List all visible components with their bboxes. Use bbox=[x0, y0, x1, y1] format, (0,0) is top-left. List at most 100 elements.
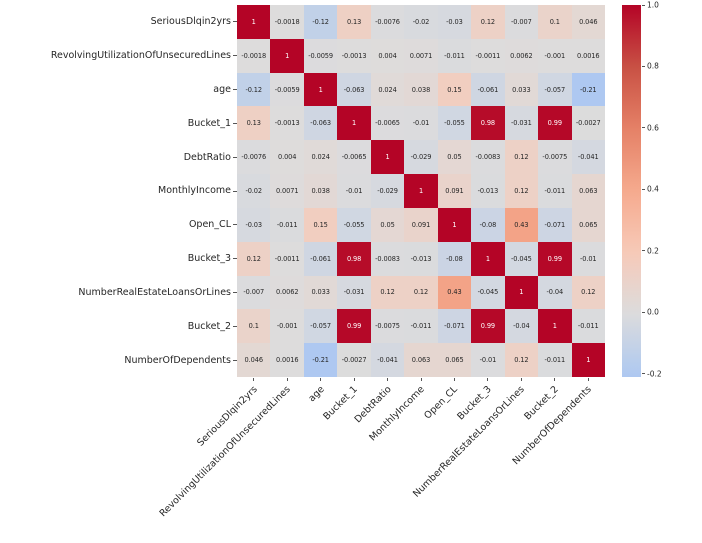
heatmap-cell: 0.091 bbox=[404, 207, 438, 242]
heatmap-cell: 1 bbox=[237, 5, 271, 39]
heatmap-cell: 1 bbox=[504, 275, 539, 310]
heatmap-cell: -0.08 bbox=[471, 207, 505, 242]
x-axis-tick bbox=[353, 377, 355, 381]
y-axis-tick bbox=[233, 122, 237, 124]
x-axis-tick bbox=[320, 377, 322, 381]
heatmap-cell: -0.0013 bbox=[337, 38, 371, 73]
heatmap-cell: 0.0071 bbox=[270, 174, 304, 208]
heatmap-cell: -0.0083 bbox=[370, 241, 405, 276]
heatmap-cell: -0.01 bbox=[337, 174, 371, 208]
y-axis-tick bbox=[233, 291, 237, 293]
colorbar-tick bbox=[641, 127, 645, 129]
heatmap-cell: 0.12 bbox=[404, 275, 438, 310]
heatmap-cell: 0.12 bbox=[571, 275, 605, 310]
heatmap-cell: 0.12 bbox=[237, 241, 271, 276]
heatmap-cell: -0.21 bbox=[571, 72, 605, 107]
heatmap-cell: -0.0075 bbox=[370, 309, 405, 344]
heatmap-cell: 0.024 bbox=[303, 140, 338, 175]
heatmap-cell: -0.02 bbox=[237, 174, 271, 208]
y-axis-tick bbox=[233, 190, 237, 192]
heatmap-cell: -0.013 bbox=[404, 241, 438, 276]
x-axis-tick bbox=[487, 377, 489, 381]
heatmap-cell: -0.0059 bbox=[270, 72, 304, 107]
heatmap-cell: 1 bbox=[437, 207, 472, 242]
y-axis-label: Bucket_3 bbox=[187, 253, 231, 265]
heatmap-cell: -0.055 bbox=[437, 106, 472, 141]
heatmap-cell: -0.011 bbox=[538, 174, 572, 208]
heatmap-cell: -0.011 bbox=[437, 38, 472, 73]
heatmap-cell: -0.031 bbox=[337, 275, 371, 310]
heatmap-cell: -0.0083 bbox=[471, 140, 505, 175]
heatmap-cell: 0.038 bbox=[404, 72, 438, 107]
y-axis-tick bbox=[233, 258, 237, 260]
y-axis-tick bbox=[233, 21, 237, 23]
heatmap-cell: -0.011 bbox=[270, 207, 304, 242]
heatmap-cell: -0.01 bbox=[471, 343, 505, 377]
y-axis-label: MonthlyIncome bbox=[158, 185, 231, 197]
heatmap-cell: -0.041 bbox=[571, 140, 605, 175]
heatmap-cell: 0.15 bbox=[437, 72, 472, 107]
heatmap-cell: 0.091 bbox=[437, 174, 472, 208]
heatmap-cell: 0.99 bbox=[471, 309, 505, 344]
heatmap-cell: 0.0062 bbox=[504, 38, 539, 73]
heatmap-cell: -0.0011 bbox=[471, 38, 505, 73]
heatmap-cell: -0.031 bbox=[504, 106, 539, 141]
colorbar-tick bbox=[641, 311, 645, 313]
heatmap-cell: 0.12 bbox=[370, 275, 405, 310]
x-axis-tick bbox=[420, 377, 422, 381]
heatmap-cell: 0.033 bbox=[504, 72, 539, 107]
y-axis-label: SeriousDlqin2yrs bbox=[150, 16, 231, 28]
heatmap-cell: -0.0027 bbox=[571, 106, 605, 141]
heatmap-cell: 0.12 bbox=[504, 174, 539, 208]
heatmap-cell: 0.99 bbox=[337, 309, 371, 344]
heatmap-cell: 0.99 bbox=[538, 241, 572, 276]
heatmap-cell: 0.05 bbox=[437, 140, 472, 175]
heatmap-cell: -0.0076 bbox=[370, 5, 405, 39]
colorbar-tick bbox=[641, 373, 645, 375]
y-axis-tick bbox=[233, 325, 237, 327]
heatmap-cell: -0.02 bbox=[404, 5, 438, 39]
colorbar-tick-label: 0.4 bbox=[647, 184, 659, 194]
heatmap-cell: -0.21 bbox=[303, 343, 338, 377]
heatmap-cell: 0.0071 bbox=[404, 38, 438, 73]
heatmap-cell: 0.12 bbox=[471, 5, 505, 39]
heatmap-cell: 1 bbox=[538, 309, 572, 344]
y-axis-label: DebtRatio bbox=[183, 151, 231, 163]
heatmap-cell: -0.0011 bbox=[270, 241, 304, 276]
heatmap-cell: -0.029 bbox=[404, 140, 438, 175]
x-axis-tick bbox=[520, 377, 522, 381]
colorbar-tick bbox=[641, 250, 645, 252]
heatmap-cell: -0.045 bbox=[471, 275, 505, 310]
heatmap-cell: 0.038 bbox=[303, 174, 338, 208]
y-axis-tick bbox=[233, 359, 237, 361]
heatmap-cell: -0.0013 bbox=[270, 106, 304, 141]
colorbar-tick-label: 0.6 bbox=[647, 123, 659, 133]
heatmap-cell: -0.03 bbox=[237, 207, 271, 242]
y-axis-label: NumberOfDependents bbox=[124, 354, 231, 366]
heatmap-cell: 0.13 bbox=[337, 5, 371, 39]
colorbar-tick bbox=[641, 65, 645, 67]
heatmap-cell: -0.0027 bbox=[337, 343, 371, 377]
y-axis-label: NumberRealEstateLoansOrLines bbox=[78, 286, 231, 298]
heatmap-cell: -0.0065 bbox=[337, 140, 371, 175]
heatmap-cell: 0.99 bbox=[538, 106, 572, 141]
heatmap-cell: -0.0075 bbox=[538, 140, 572, 175]
heatmap-cell: 1 bbox=[337, 106, 371, 141]
heatmap-cell: -0.063 bbox=[337, 72, 371, 107]
heatmap-cell: -0.12 bbox=[303, 5, 338, 39]
heatmap-cell: 0.12 bbox=[504, 140, 539, 175]
x-axis-tick bbox=[286, 377, 288, 381]
heatmap-cell: -0.0018 bbox=[237, 38, 271, 73]
heatmap-cell: -0.011 bbox=[404, 309, 438, 344]
heatmap-cell: 0.05 bbox=[370, 207, 405, 242]
colorbar-tick-label: 1.0 bbox=[647, 0, 659, 10]
y-axis-label: RevolvingUtilizationOfUnsecuredLines bbox=[50, 50, 231, 62]
heatmap-cell: -0.011 bbox=[571, 309, 605, 344]
heatmap-cell: -0.0076 bbox=[237, 140, 271, 175]
heatmap-cell: -0.04 bbox=[538, 275, 572, 310]
heatmap-cell: 0.065 bbox=[571, 207, 605, 242]
heatmap-cell: -0.057 bbox=[538, 72, 572, 107]
heatmap-cell: -0.029 bbox=[370, 174, 405, 208]
heatmap-cell: 0.15 bbox=[303, 207, 338, 242]
